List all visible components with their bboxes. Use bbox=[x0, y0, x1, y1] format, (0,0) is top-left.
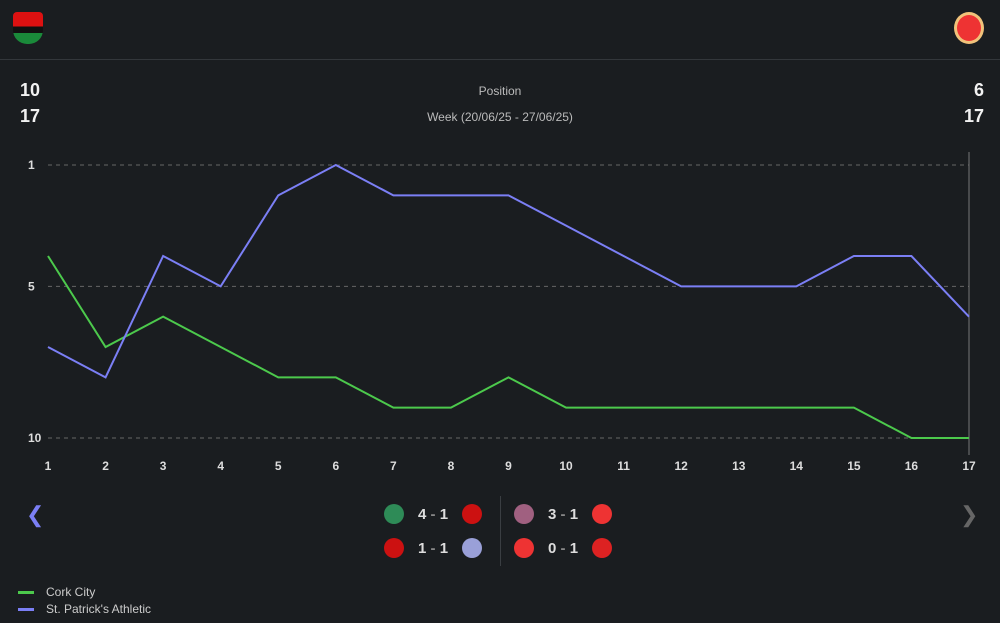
match-result[interactable]: 0 - 1 bbox=[514, 538, 613, 558]
x-tick-label: 2 bbox=[102, 459, 109, 473]
home-team-crest bbox=[514, 538, 534, 558]
x-tick-label: 4 bbox=[217, 459, 224, 473]
cork-city-crest bbox=[13, 12, 43, 44]
prev-week-button[interactable]: ❮ bbox=[26, 502, 45, 527]
home-position: 10 bbox=[20, 80, 41, 100]
away-team-crest bbox=[592, 538, 613, 558]
x-tick-label: 15 bbox=[847, 459, 861, 473]
x-tick-label: 13 bbox=[732, 459, 746, 473]
legend-label: St. Patrick's Athletic bbox=[46, 602, 151, 616]
x-tick-label: 8 bbox=[448, 459, 455, 473]
results-divider bbox=[500, 496, 501, 566]
x-tick-label: 6 bbox=[332, 459, 339, 473]
x-tick-label: 9 bbox=[505, 459, 512, 473]
match-result[interactable]: 4 - 1 bbox=[384, 504, 483, 524]
legend-label: Cork City bbox=[46, 585, 96, 599]
x-tick-label: 17 bbox=[962, 459, 976, 473]
score: 0 - 1 bbox=[548, 539, 579, 557]
match-result[interactable]: 1 - 1 bbox=[384, 538, 483, 558]
away-position: 6 bbox=[973, 80, 984, 100]
match-result[interactable]: 3 - 1 bbox=[514, 504, 613, 524]
y-tick-label: 1 bbox=[28, 158, 35, 172]
chart-title: Position bbox=[478, 84, 522, 98]
x-tick-label: 16 bbox=[905, 459, 919, 473]
series-line-stpats bbox=[47, 163, 970, 379]
home-team-crest bbox=[384, 538, 404, 558]
x-tick-label: 1 bbox=[45, 459, 52, 473]
away-team-crest bbox=[592, 504, 613, 524]
away-team-crest bbox=[462, 538, 483, 558]
score: 1 - 1 bbox=[418, 539, 449, 557]
home-team-crest bbox=[384, 504, 404, 524]
x-tick-label: 11 bbox=[617, 459, 630, 473]
away-team-crest bbox=[462, 504, 483, 524]
home-team-crest bbox=[514, 504, 534, 524]
st-patricks-crest bbox=[954, 12, 984, 44]
x-tick-label: 14 bbox=[790, 459, 804, 473]
y-tick-label: 5 bbox=[28, 279, 35, 293]
next-week-button[interactable]: ❯ bbox=[960, 502, 979, 527]
away-week: 17 bbox=[963, 106, 984, 126]
score: 4 - 1 bbox=[418, 505, 449, 523]
legend-cork: Cork City bbox=[18, 585, 95, 599]
x-tick-label: 12 bbox=[675, 459, 689, 473]
x-tick-label: 3 bbox=[160, 459, 167, 473]
y-tick-label: 10 bbox=[28, 431, 42, 445]
home-week: 17 bbox=[20, 106, 41, 126]
series-line-cork bbox=[47, 255, 969, 439]
legend-stpats: St. Patrick's Athletic bbox=[18, 602, 151, 616]
score: 3 - 1 bbox=[548, 505, 579, 523]
x-tick-label: 5 bbox=[275, 459, 282, 473]
x-tick-label: 7 bbox=[390, 459, 397, 473]
chart-subtitle: Week (20/06/25 - 27/06/25) bbox=[427, 110, 573, 124]
header bbox=[0, 0, 1000, 60]
x-tick-label: 10 bbox=[559, 459, 573, 473]
